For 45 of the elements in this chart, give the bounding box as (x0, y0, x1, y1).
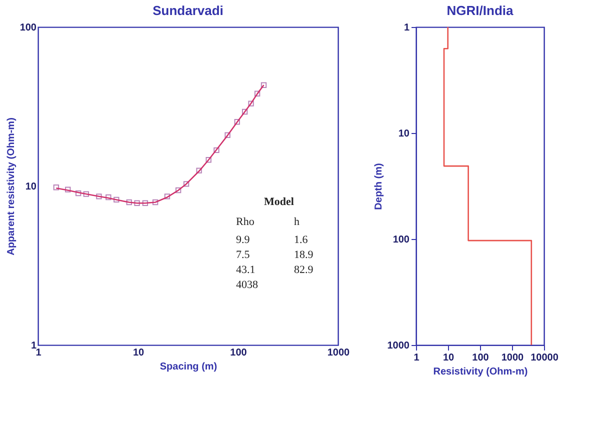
x-tick-label: 10 (442, 352, 454, 364)
point (224, 132, 230, 138)
chart-title: NGRI/India (446, 3, 514, 18)
y-tick-label: 1 (30, 340, 37, 352)
point (214, 147, 220, 154)
point (242, 108, 248, 115)
point (75, 190, 82, 196)
x-tick-label: 1000 (501, 352, 524, 364)
x-axis-title: Spacing (m) (160, 362, 218, 372)
y-tick-label: 1 (404, 22, 410, 34)
annotation: 7.5 (236, 248, 250, 261)
x-tick-label: 100 (472, 352, 490, 364)
y-tick-label: 10 (25, 182, 37, 192)
point (114, 196, 120, 203)
point (106, 194, 112, 200)
x-tick-label: 1 (414, 352, 420, 364)
annotation: h (294, 216, 300, 228)
point (134, 200, 140, 206)
annotation: Model (264, 196, 294, 208)
x-tick-label: 10000 (530, 352, 559, 364)
y-tick-label: 10 (398, 128, 410, 140)
annotation: Rho (236, 216, 255, 228)
point (175, 187, 182, 194)
annotation: 4038 (236, 278, 258, 291)
x-tick-label: 1000 (327, 348, 350, 358)
point (96, 194, 102, 200)
point (164, 194, 170, 200)
point (126, 199, 132, 206)
annotation: 18.9 (294, 248, 314, 261)
y-tick-label: 100 (392, 234, 410, 246)
x-tick-label: 10 (132, 348, 144, 358)
annotation: 9.9 (236, 234, 250, 246)
y-axis-title: Depth (m) (373, 163, 384, 210)
y-tick-label: 100 (20, 22, 37, 34)
point (234, 119, 240, 125)
chart-title: Sundarvadi (152, 3, 224, 18)
point (183, 181, 190, 187)
y-tick-label: 1000 (387, 340, 410, 352)
annotation: 1.6 (294, 234, 308, 246)
point (65, 186, 71, 192)
x-axis-title: Resistivity (Ohm-m) (433, 366, 528, 378)
annotation: 43.1 (236, 264, 256, 276)
x-tick-label: 100 (230, 348, 248, 358)
y-axis-title: Apparent resistivity (Ohm-m) (6, 118, 17, 256)
annotation: 82.9 (294, 264, 314, 276)
